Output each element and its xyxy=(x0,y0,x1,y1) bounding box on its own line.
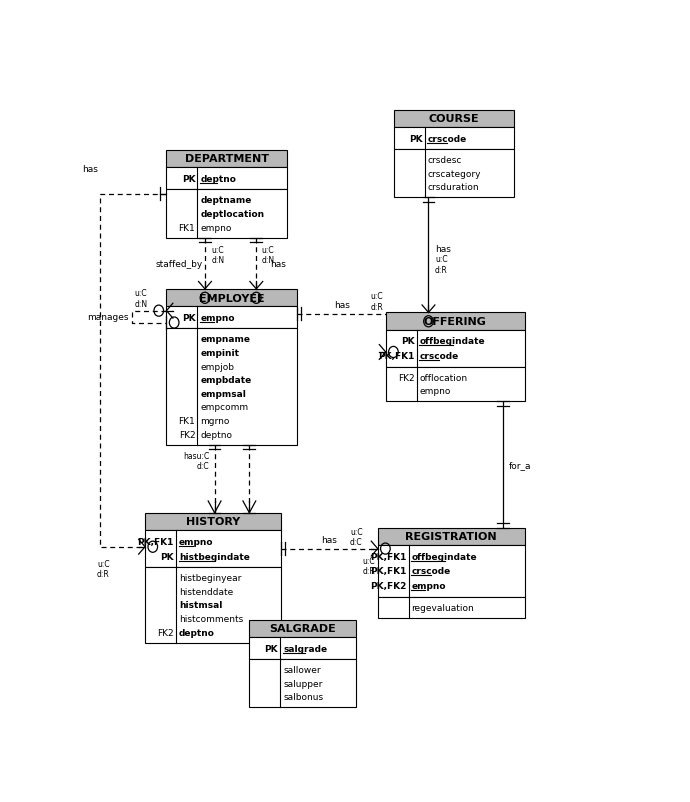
Bar xyxy=(377,545,525,597)
Text: PK: PK xyxy=(181,314,195,322)
Text: has: has xyxy=(322,535,337,544)
Text: u:C
d:R: u:C d:R xyxy=(362,557,375,576)
Bar xyxy=(166,307,297,329)
Text: empno: empno xyxy=(420,387,451,396)
Text: REGISTRATION: REGISTRATION xyxy=(406,532,497,541)
Bar xyxy=(394,128,514,150)
Bar xyxy=(166,290,297,307)
Bar xyxy=(166,168,287,190)
Text: histcomments: histcomments xyxy=(179,614,243,623)
Text: hasu:C
d:C: hasu:C d:C xyxy=(183,452,209,471)
Text: SALGRADE: SALGRADE xyxy=(270,624,336,634)
Text: manages: manages xyxy=(88,313,129,322)
Text: crscode: crscode xyxy=(420,352,459,361)
Text: salbonus: salbonus xyxy=(283,693,323,702)
Bar xyxy=(394,150,514,198)
Text: FK1: FK1 xyxy=(179,223,195,233)
Text: PK: PK xyxy=(401,337,415,346)
Text: u:C
d:N: u:C d:N xyxy=(135,289,148,308)
Text: PK,FK1: PK,FK1 xyxy=(371,567,406,576)
Text: u:C
d:N: u:C d:N xyxy=(211,245,224,265)
Text: histbegindate: histbegindate xyxy=(179,552,250,561)
Text: PK: PK xyxy=(181,175,195,184)
Text: deptno: deptno xyxy=(200,175,236,184)
Text: mgrno: mgrno xyxy=(200,416,230,426)
Text: salgrade: salgrade xyxy=(283,644,327,653)
Text: DEPARTMENT: DEPARTMENT xyxy=(185,154,268,164)
Bar xyxy=(145,530,282,568)
Text: offbegindate: offbegindate xyxy=(420,337,485,346)
Bar xyxy=(166,190,287,238)
Text: has: has xyxy=(270,259,286,269)
Bar xyxy=(386,367,525,402)
Text: PK: PK xyxy=(160,552,174,561)
Text: offlocation: offlocation xyxy=(420,374,468,383)
Text: histbeginyear: histbeginyear xyxy=(179,573,241,582)
Text: deptno: deptno xyxy=(200,430,232,439)
Text: PK,FK2: PK,FK2 xyxy=(371,581,406,590)
Bar xyxy=(145,568,282,642)
Text: empmsal: empmsal xyxy=(200,390,246,399)
Text: crscode: crscode xyxy=(411,567,451,576)
Text: OFFERING: OFFERING xyxy=(424,317,486,326)
Text: crsduration: crsduration xyxy=(427,183,479,192)
Text: empno: empno xyxy=(200,223,232,233)
Text: deptname: deptname xyxy=(200,196,252,205)
Text: PK,FK1: PK,FK1 xyxy=(137,537,174,546)
Text: u:C
d:R: u:C d:R xyxy=(435,255,448,274)
Text: PK,FK1: PK,FK1 xyxy=(371,552,406,561)
Bar xyxy=(249,638,356,659)
Bar xyxy=(377,597,525,618)
Text: for_a: for_a xyxy=(509,460,531,469)
Text: deptno: deptno xyxy=(179,628,215,637)
Text: EMPLOYEE: EMPLOYEE xyxy=(199,294,265,303)
Text: HISTORY: HISTORY xyxy=(186,516,240,527)
Text: COURSE: COURSE xyxy=(428,114,479,124)
Text: empcomm: empcomm xyxy=(200,403,248,412)
Text: empbdate: empbdate xyxy=(200,376,251,385)
Text: crsdesc: crsdesc xyxy=(427,156,462,165)
Text: deptlocation: deptlocation xyxy=(200,209,264,219)
Text: u:C
d:C: u:C d:C xyxy=(350,527,363,546)
Bar xyxy=(386,313,525,330)
Text: FK1: FK1 xyxy=(179,416,195,426)
Text: sallower: sallower xyxy=(283,666,321,674)
Text: crscode: crscode xyxy=(427,135,466,144)
Bar xyxy=(166,151,287,168)
Text: PK,FK1: PK,FK1 xyxy=(378,352,415,361)
Text: regevaluation: regevaluation xyxy=(411,603,474,612)
Bar xyxy=(377,528,525,545)
Text: PK: PK xyxy=(264,644,278,653)
Text: FK2: FK2 xyxy=(157,628,174,637)
Text: crscategory: crscategory xyxy=(427,169,481,179)
Text: empno: empno xyxy=(179,537,213,546)
Text: salupper: salupper xyxy=(283,679,322,688)
Bar xyxy=(145,513,282,530)
Text: u:C
d:R: u:C d:R xyxy=(371,292,383,311)
Text: u:C
d:N: u:C d:N xyxy=(262,245,275,265)
Text: u:C
d:R: u:C d:R xyxy=(97,560,110,579)
Text: empname: empname xyxy=(200,335,250,344)
Text: empno: empno xyxy=(200,314,235,322)
Text: empinit: empinit xyxy=(200,349,239,358)
Bar xyxy=(166,329,297,445)
Text: histenddate: histenddate xyxy=(179,587,233,596)
Text: FK2: FK2 xyxy=(398,374,415,383)
Text: empjob: empjob xyxy=(200,363,234,371)
Text: histmsal: histmsal xyxy=(179,601,222,610)
Text: empno: empno xyxy=(411,581,446,590)
Bar xyxy=(394,111,514,128)
Bar xyxy=(249,659,356,707)
Text: has: has xyxy=(82,165,98,174)
Text: FK2: FK2 xyxy=(179,430,195,439)
Bar xyxy=(386,330,525,367)
Text: PK: PK xyxy=(409,135,422,144)
Bar xyxy=(249,620,356,638)
Text: staffed_by: staffed_by xyxy=(155,259,202,269)
Text: offbegindate: offbegindate xyxy=(411,552,477,561)
Text: has: has xyxy=(435,245,451,254)
Text: has: has xyxy=(334,300,350,310)
